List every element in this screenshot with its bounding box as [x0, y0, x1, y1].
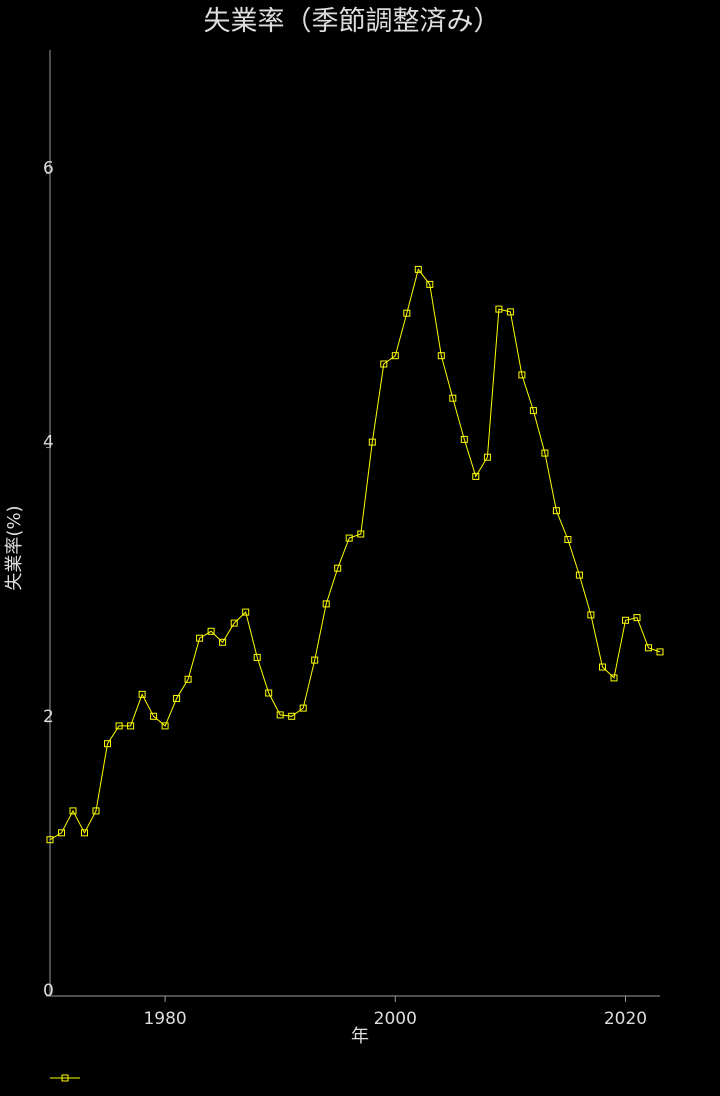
chart-title: 失業率（季節調整済み）	[204, 6, 501, 37]
data-point	[449, 394, 457, 402]
data-point	[414, 265, 422, 273]
data-point	[219, 638, 227, 646]
y-tick-label: 0	[43, 981, 54, 1001]
data-point	[253, 653, 261, 661]
data-point	[587, 611, 595, 619]
data-point	[265, 689, 273, 697]
data-point	[345, 534, 353, 542]
data-point	[334, 564, 342, 572]
data-point	[506, 308, 514, 316]
data-point	[138, 690, 146, 698]
data-point	[161, 722, 169, 730]
data-point	[610, 674, 618, 682]
data-point	[150, 712, 158, 720]
data-point	[380, 360, 388, 368]
data-point	[58, 829, 65, 837]
data-point	[46, 836, 54, 844]
data-point	[322, 600, 330, 608]
data-point	[104, 740, 111, 748]
data-point	[276, 711, 284, 719]
data-point	[207, 627, 215, 635]
data-point	[242, 608, 250, 616]
data-point	[437, 352, 445, 360]
data-point	[518, 371, 526, 379]
y-tick-label: 4	[43, 433, 54, 453]
data-point	[552, 507, 560, 515]
x-tick-label: 2020	[604, 1009, 647, 1029]
series-line	[49, 268, 661, 841]
data-point	[299, 704, 307, 712]
x-tick-label: 1980	[143, 1009, 186, 1029]
data-point	[391, 352, 399, 360]
data-point	[81, 829, 88, 837]
data-point	[656, 648, 664, 656]
data-point	[184, 675, 192, 683]
data-point	[575, 571, 583, 579]
data-point	[368, 438, 376, 446]
data-point	[645, 644, 652, 652]
data-point	[529, 407, 537, 415]
data-point	[599, 663, 606, 671]
x-tick-label: 2000	[374, 1009, 417, 1029]
data-point	[127, 722, 135, 730]
y-tick-label: 2	[43, 707, 54, 727]
data-point	[69, 807, 77, 815]
data-point	[495, 305, 503, 313]
data-point	[357, 530, 365, 538]
data-point	[472, 472, 480, 480]
legend	[50, 1074, 80, 1082]
data-point	[173, 695, 181, 702]
data-point	[92, 807, 100, 815]
legend-marker	[61, 1074, 69, 1082]
data-point	[622, 616, 629, 624]
data-point	[196, 634, 204, 642]
data-point	[115, 722, 123, 730]
data-point	[541, 449, 549, 457]
x-axis-title: 年	[351, 1026, 369, 1047]
data-point	[288, 712, 296, 720]
data-point	[230, 619, 238, 627]
y-tick-label: 6	[43, 158, 54, 178]
data-point	[403, 309, 411, 317]
data-point	[460, 435, 468, 443]
data-point	[483, 453, 491, 461]
data-point	[633, 614, 641, 622]
data-point	[426, 280, 434, 288]
data-point	[564, 536, 572, 543]
y-axis-title: 失業率(%)	[4, 505, 25, 590]
data-point	[311, 656, 319, 664]
